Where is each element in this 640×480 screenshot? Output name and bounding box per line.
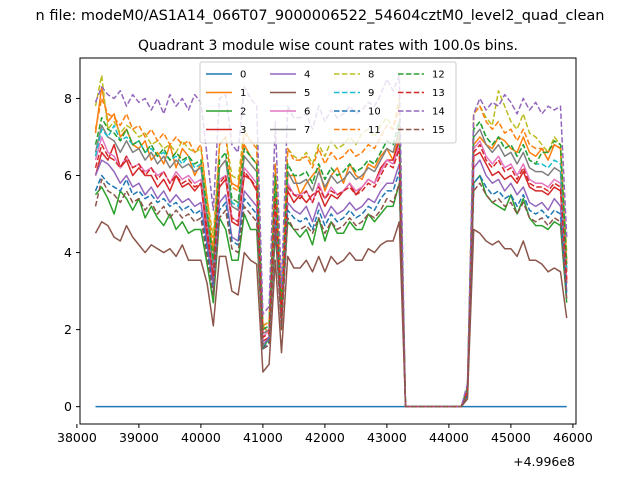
y-tick-label: 4 [64, 245, 72, 260]
series-line-11 [94, 97, 568, 408]
legend-label-5: 5 [304, 88, 310, 99]
x-tick-label: 44000 [429, 430, 469, 445]
legend-label-4: 4 [304, 70, 310, 81]
legend-label-12: 12 [432, 70, 445, 81]
legend-label-14: 14 [432, 107, 445, 118]
series-line-15 [94, 178, 568, 408]
chart-title: Quadrant 3 module wise count rates with … [138, 38, 518, 54]
axes-frame [79, 57, 577, 425]
series-line-6 [94, 136, 568, 408]
figure-suptitle: n file: modeM0/AS1A14_066T07_9000006522_… [36, 8, 605, 24]
x-tick-label: 40000 [181, 430, 221, 445]
legend-label-9: 9 [368, 88, 374, 99]
legend-label-7: 7 [304, 125, 310, 136]
x-tick-label: 38000 [57, 430, 97, 445]
legend-box [199, 61, 457, 144]
y-tick-label: 6 [64, 168, 72, 183]
legend-label-11: 11 [368, 125, 381, 136]
x-tick-label: 39000 [119, 430, 159, 445]
legend-label-13: 13 [432, 88, 445, 99]
series-line-3 [94, 140, 568, 408]
legend-label-15: 15 [432, 125, 445, 136]
series-line-12 [94, 116, 568, 408]
legend-label-0: 0 [240, 70, 246, 81]
x-axis-offset-label: +4.996e8 [513, 454, 575, 469]
x-tick-label: 43000 [367, 430, 407, 445]
legend-label-3: 3 [240, 125, 246, 136]
legend-label-6: 6 [304, 107, 310, 118]
x-tick-label: 46000 [553, 430, 593, 445]
y-tick-label: 0 [64, 399, 72, 414]
y-tick-label: 2 [64, 322, 72, 337]
series-line-10 [94, 170, 568, 408]
x-tick-label: 42000 [305, 430, 345, 445]
y-tick-label: 8 [64, 91, 72, 106]
series-line-5 [94, 220, 568, 408]
x-tick-label: 45000 [491, 430, 531, 445]
legend-label-8: 8 [368, 70, 374, 81]
series-line-7 [94, 124, 568, 408]
legend-label-2: 2 [240, 107, 246, 118]
series-line-4 [94, 159, 568, 408]
series-line-13 [94, 143, 568, 408]
x-tick-label: 41000 [243, 430, 283, 445]
legend-label-1: 1 [240, 88, 246, 99]
y-axis: 0 2 4 6 8 [64, 91, 80, 414]
series-layer [94, 74, 568, 408]
x-axis: 38000 39000 40000 41000 42000 43000 44000 45000… [57, 424, 593, 445]
legend-label-10: 10 [368, 107, 381, 118]
